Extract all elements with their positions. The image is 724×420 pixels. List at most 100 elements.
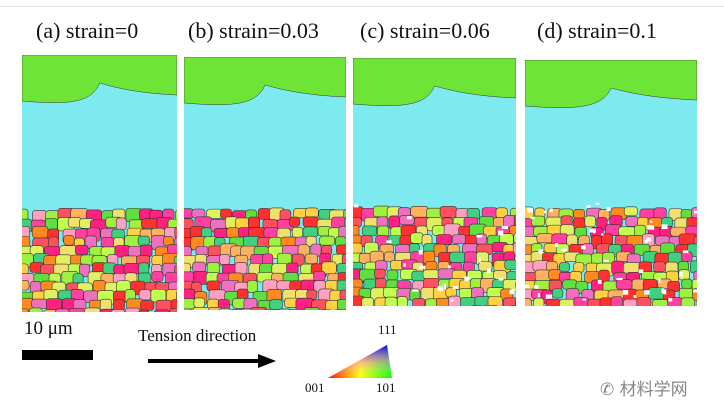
grain (652, 299, 669, 306)
grain (306, 289, 318, 300)
grain (54, 308, 70, 312)
void (525, 284, 530, 289)
grain (449, 251, 466, 263)
grain (680, 297, 695, 306)
void (633, 295, 637, 298)
void (603, 259, 610, 262)
grain (636, 297, 652, 306)
void (644, 290, 650, 295)
void (647, 225, 655, 230)
ipf-001-label: 001 (305, 380, 325, 395)
grain (305, 207, 319, 219)
grain (536, 233, 554, 244)
void (694, 210, 697, 214)
grain (471, 305, 482, 306)
void (419, 265, 426, 269)
void (543, 210, 547, 214)
void (403, 263, 406, 267)
void (450, 299, 454, 302)
void (586, 205, 591, 208)
grain (174, 209, 177, 222)
grain (623, 206, 638, 217)
grain (533, 297, 545, 306)
grain (303, 307, 320, 310)
grain (695, 299, 697, 306)
void (646, 237, 652, 242)
grain (99, 298, 112, 312)
grain (184, 298, 196, 310)
grain (319, 235, 336, 246)
void (560, 248, 567, 252)
grain (384, 296, 398, 306)
grain (151, 271, 164, 282)
grain (653, 261, 666, 273)
void (487, 268, 491, 274)
void (448, 265, 451, 269)
void (527, 207, 534, 213)
grain (615, 279, 633, 290)
grain (302, 216, 319, 228)
grain (123, 263, 141, 275)
grain (137, 235, 150, 246)
grain (138, 289, 152, 301)
ebsd-map-d (525, 60, 697, 306)
void (679, 272, 683, 277)
grain (610, 296, 623, 306)
void (661, 224, 668, 230)
grain (243, 298, 258, 310)
grain (219, 254, 231, 265)
green-grain (22, 55, 177, 103)
void (682, 250, 689, 254)
grain (231, 308, 243, 310)
grain (545, 299, 562, 306)
grain (487, 296, 503, 306)
void (668, 297, 673, 302)
void (606, 207, 611, 212)
void (595, 202, 600, 205)
void (658, 278, 661, 283)
grain (110, 309, 126, 312)
grain (425, 260, 438, 271)
void (476, 235, 483, 238)
grain (124, 307, 141, 312)
grain (353, 242, 363, 255)
grain (573, 296, 589, 306)
grain (140, 300, 155, 311)
void (622, 289, 629, 295)
void (644, 239, 649, 243)
grain (278, 308, 292, 310)
grain (31, 298, 48, 309)
grain (559, 298, 577, 306)
grain (234, 262, 248, 275)
void (509, 289, 515, 295)
grain (184, 271, 195, 283)
grain (78, 263, 91, 278)
grain (451, 234, 467, 245)
ipf-111-label: 111 (378, 322, 397, 337)
tension-arrow-icon (148, 354, 276, 368)
watermark: ✆ 材料学网 (600, 380, 688, 400)
grain (552, 288, 564, 299)
grain (693, 235, 697, 246)
grain (141, 218, 159, 229)
void (478, 257, 481, 263)
grain (140, 244, 153, 258)
ipf-triangle (328, 345, 392, 378)
scale-bar-label: 10 μm (24, 318, 73, 339)
void (353, 204, 359, 208)
void (437, 286, 444, 291)
void (418, 249, 423, 255)
grain (582, 243, 594, 256)
grain (336, 299, 346, 310)
grain (174, 226, 177, 239)
void (452, 286, 459, 289)
grain (599, 297, 613, 306)
watermark-text: 材料学网 (619, 380, 688, 400)
void (650, 220, 653, 223)
grain (339, 289, 346, 301)
void (386, 240, 392, 244)
void (501, 225, 508, 230)
divider (0, 6, 724, 7)
grain (22, 308, 30, 312)
grain (439, 206, 457, 218)
